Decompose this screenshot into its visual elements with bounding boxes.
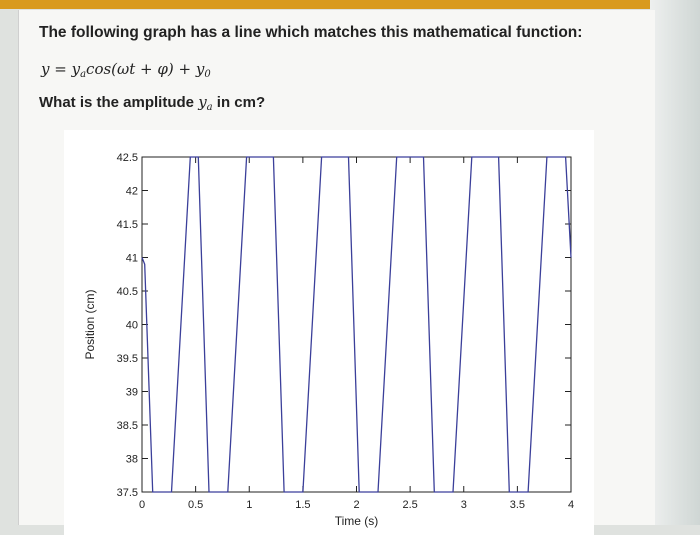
y-tick-label: 40.5 [117,286,138,298]
formula-offset: y [195,60,205,78]
formula-cos-term: cos(ωt + φ) + [86,60,196,78]
position-series-line [141,156,572,493]
axis-ticks: 0 0.5 1 1.5 2 2.5 3 3.5 4 37.5 38 38.5 39 39.5 40 40.5 4… [117,152,574,511]
x-tick-label: 4 [568,499,574,511]
x-tick-label: 2.5 [402,499,417,511]
y-tick-label: 42 [126,186,138,198]
y-tick-label: 42.5 [117,152,138,164]
ask-suffix: in cm? [212,94,266,111]
x-tick-label: 2 [353,499,359,511]
formula-amplitude-sub: a [80,69,87,80]
x-tick-label: 0.5 [188,499,203,511]
graph-panel: 0 0.5 1 1.5 2 2.5 3 3.5 4 37.5 38 38.5 39 39.5 40 40.5 4… [64,130,594,535]
x-tick-label: 0 [139,499,145,511]
amplitude-question: What is the amplitude ya in cm? [39,93,265,113]
question-text: The following graph has a line which mat… [39,24,583,41]
y-tick-label: 41 [126,253,138,265]
formula-offset-sub: 0 [204,69,211,80]
y-tick-label: 40 [126,320,138,332]
ask-variable: y [198,93,207,111]
y-tick-label: 41.5 [117,219,138,231]
formula-amplitude: y [71,60,81,78]
y-tick-label: 37.5 [117,487,138,499]
function-formula: y = yacos(ωt + φ) + y0 [41,60,211,80]
formula-eq: = [49,60,72,78]
x-tick-label: 3 [461,499,467,511]
x-tick-label: 1 [246,499,252,511]
page-background-edge [650,0,700,525]
formula-lhs: y [41,60,50,78]
position-time-chart: 0 0.5 1 1.5 2 2.5 3 3.5 4 37.5 38 38.5 39 39.5 40 40.5 4… [83,152,574,528]
y-tick-label: 38 [126,454,138,466]
ask-variable-sub: a [206,102,213,113]
question-card: The following graph has a line which mat… [18,10,655,535]
y-tick-label: 39.5 [117,353,138,365]
x-tick-label: 1.5 [295,499,310,511]
y-axis-label: Position (cm) [83,289,97,359]
x-tick-label: 3.5 [510,499,525,511]
ask-prefix: What is the amplitude [39,94,199,111]
plot-frame [141,156,572,493]
x-axis-label: Time (s) [335,514,379,528]
top-accent-bar [0,0,700,9]
y-tick-label: 38.5 [117,420,138,432]
y-tick-label: 39 [126,387,138,399]
